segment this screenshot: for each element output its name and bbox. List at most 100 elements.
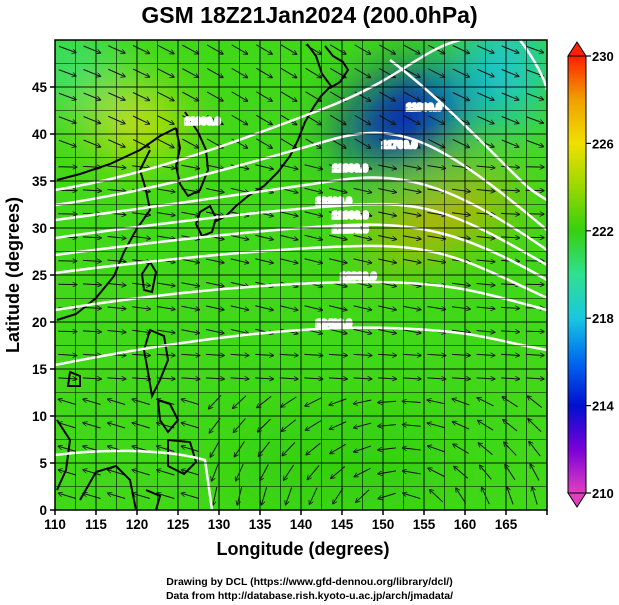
wind-streamline [259, 441, 271, 456]
y-tick-label: 15 [32, 362, 48, 377]
wind-streamline [255, 258, 272, 263]
wind-streamline [329, 44, 345, 54]
wind-streamline [402, 258, 421, 262]
x-tick-label: 135 [249, 517, 272, 532]
wind-streamline [452, 92, 469, 101]
wind-streamline [503, 397, 518, 408]
wind-streamline [505, 465, 516, 481]
x-axis-label: Longitude (degrees) [216, 539, 389, 559]
credit-dcl: Drawing by DCL (https://www.gfd-dennou.o… [166, 576, 453, 588]
wind-streamline [451, 330, 470, 332]
wind-streamline [403, 91, 420, 101]
wind-streamline [205, 329, 224, 334]
wind-streamline [83, 399, 101, 405]
wind-streamline [283, 442, 296, 455]
wind-streamline [378, 448, 397, 450]
wind-streamline [501, 69, 519, 76]
wind-streamline [330, 443, 346, 453]
x-tick-label: 120 [126, 517, 149, 532]
height-contour [55, 40, 461, 192]
wind-streamline [58, 378, 76, 379]
wind-streamline [304, 378, 322, 379]
wind-streamline [378, 425, 397, 427]
wind-streamline [156, 354, 175, 355]
wind-streamline [255, 378, 273, 379]
wind-streamline [182, 91, 198, 101]
colorbar-tick-label: 218 [592, 311, 614, 326]
wind-streamline [156, 378, 175, 379]
x-tick-label: 110 [44, 517, 66, 532]
wind-streamline [402, 378, 421, 379]
wind-streamline [58, 69, 76, 76]
wind-streamline [452, 139, 469, 148]
wind-streamline [132, 115, 149, 124]
wind-streamline [156, 188, 175, 192]
wind-streamline [329, 114, 345, 124]
wind-streamline [402, 188, 421, 192]
wind-streamline [83, 139, 101, 147]
wind-streamline [403, 68, 420, 78]
wind-streamline [82, 331, 101, 332]
wind-streamline [156, 211, 175, 215]
wind-streamline [403, 425, 421, 427]
y-tick-labels: 0 5 10 15 20 25 30 35 40 45 [32, 80, 48, 518]
colorbar: 210 214 218 222 226 230 [567, 41, 614, 508]
wind-streamline [304, 234, 322, 239]
colorbar-scale [567, 55, 587, 494]
wind-streamline [328, 378, 347, 379]
wind-streamline [427, 211, 445, 215]
wind-streamline [280, 67, 296, 77]
wind-streamline [378, 235, 396, 240]
x-tick-label: 130 [208, 517, 231, 532]
wind-streamline [526, 116, 543, 123]
wind-streamline [279, 234, 297, 239]
wind-streamline [428, 68, 444, 77]
chart-title: GSM 18Z21Jan2024 (200.0hPa) [141, 2, 478, 28]
wind-streamline [206, 44, 223, 54]
wind-streamline [501, 116, 519, 123]
wind-streamline [58, 116, 76, 123]
wind-streamline [206, 68, 223, 77]
wind-streamline [213, 486, 218, 505]
wind-streamline [528, 419, 542, 433]
colorbar-top-arrow [567, 41, 587, 57]
coastline-borneo [79, 464, 137, 510]
y-tick-label: 40 [32, 127, 47, 142]
wind-streamline [156, 282, 175, 286]
axis-ticks [50, 86, 548, 515]
wind-streamline [305, 67, 321, 77]
wind-streamline [256, 114, 271, 124]
wind-streamline [82, 307, 101, 308]
wind-streamline [181, 354, 199, 355]
wind-streamline [260, 464, 269, 480]
wind-streamline [182, 493, 200, 499]
wind-streamline [59, 446, 77, 452]
colorbar-tick-label: 226 [592, 136, 614, 151]
contour-label: 12000.0 [332, 211, 369, 222]
wind-streamline [453, 422, 470, 430]
wind-streamline [378, 470, 397, 474]
wind-streamline [402, 235, 421, 239]
wind-streamline [156, 329, 175, 333]
wind-streamline [182, 470, 200, 476]
wind-streamline [329, 187, 346, 192]
wind-streamline [83, 45, 101, 53]
wind-streamline [456, 488, 467, 504]
temperature-warm-band [365, 182, 516, 255]
y-tick-label: 0 [39, 503, 47, 518]
wind-streamline [378, 378, 396, 379]
wind-streamline [256, 138, 271, 148]
wind-streamline [280, 44, 296, 54]
wind-streamline [304, 211, 322, 216]
coastline-taiwan [140, 260, 158, 294]
height-contour [55, 223, 547, 282]
contour-label: 11800.0 [332, 164, 368, 175]
wind-streamline [403, 493, 421, 500]
wind-streamline [403, 401, 421, 402]
contour-label: 12300.0 [340, 272, 377, 283]
wind-streamline [132, 236, 150, 238]
x-tick-label: 140 [290, 517, 313, 532]
wind-streamline [82, 237, 101, 238]
wind-streamline [529, 442, 541, 457]
